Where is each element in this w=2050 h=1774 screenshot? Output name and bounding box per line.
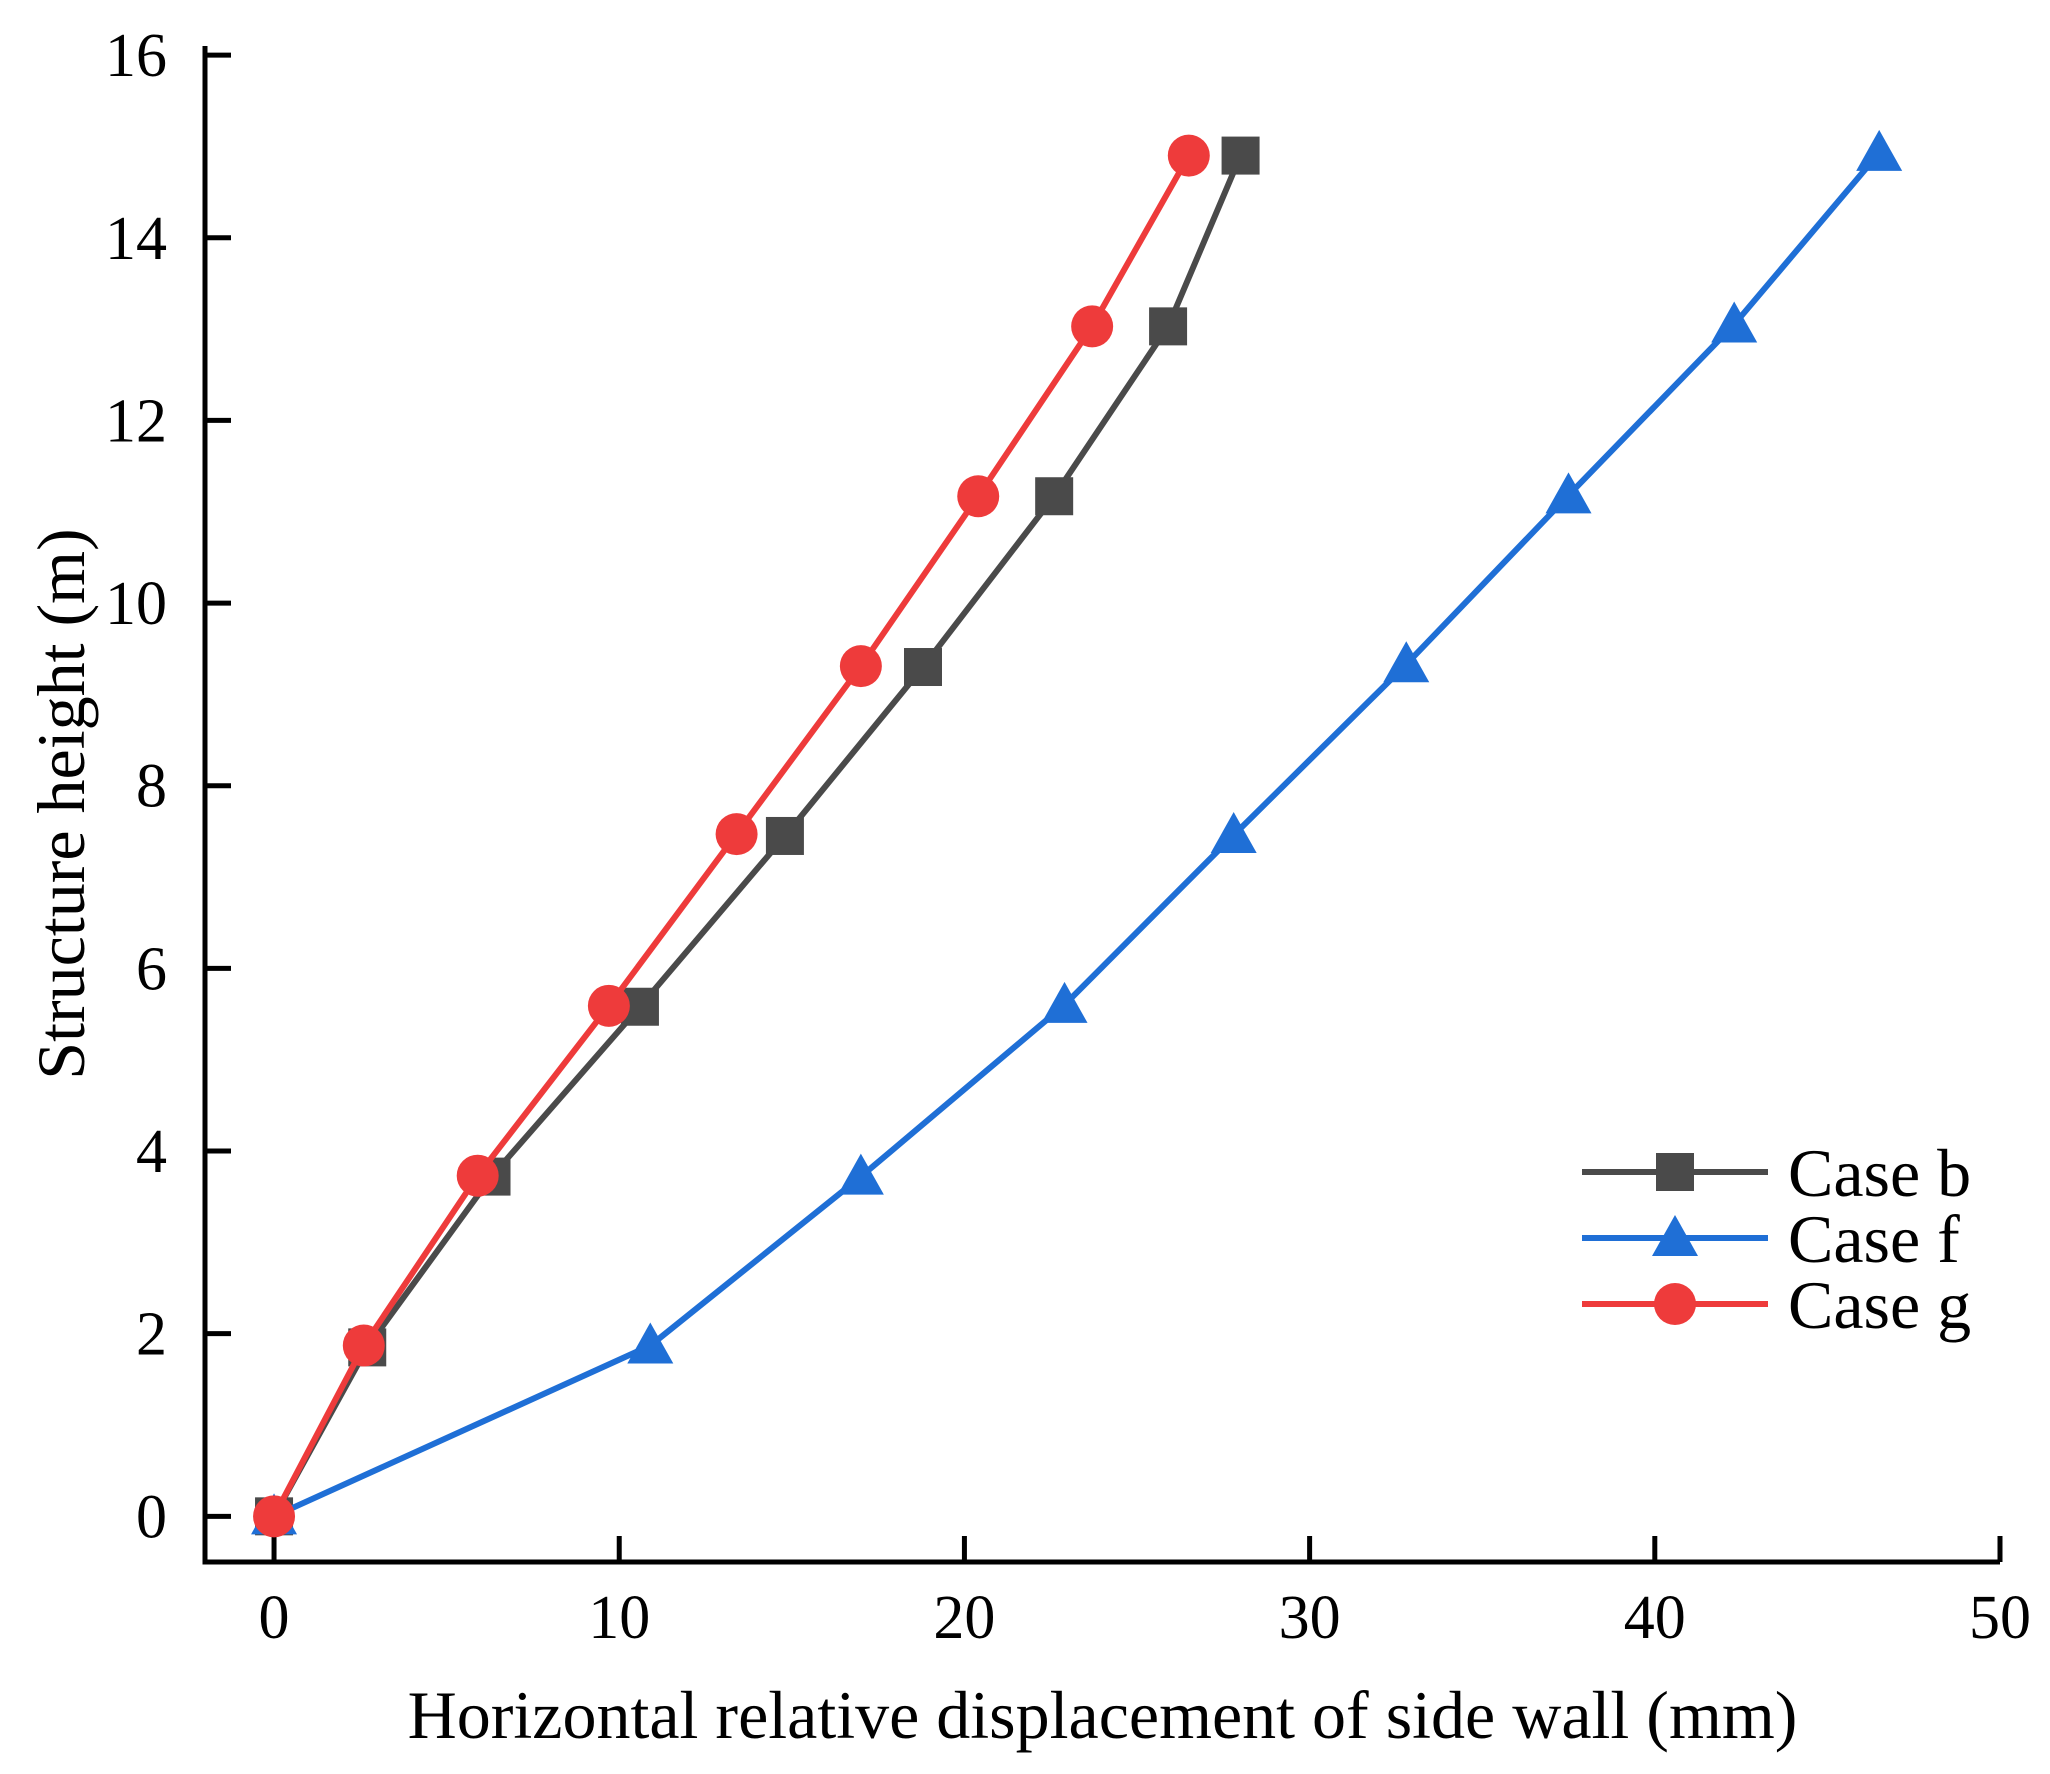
data-point-case-g (715, 813, 758, 856)
data-point-case-f (1711, 301, 1758, 343)
legend-item-case-f: Case f (1582, 1201, 1960, 1277)
x-axis-label: Horizontal relative displacement of side… (408, 1677, 1798, 1753)
data-point-case-b (904, 648, 942, 687)
data-point-case-f (1856, 129, 1903, 171)
x-tick-label: 20 (933, 1584, 995, 1652)
data-point-case-f (627, 1322, 674, 1364)
legend-label: Case g (1788, 1267, 1971, 1343)
series-case-f (251, 129, 1903, 1535)
legend-item-case-b: Case b (1582, 1135, 1971, 1211)
data-point-case-b (1221, 136, 1260, 175)
y-tick-label: 6 (136, 935, 167, 1003)
y-tick-label: 16 (105, 22, 167, 90)
legend-marker-case-f (1652, 1215, 1698, 1256)
data-point-case-f (1210, 812, 1257, 854)
y-tick-label: 0 (136, 1483, 167, 1551)
y-tick-label: 12 (105, 387, 167, 455)
data-point-case-f (1545, 472, 1592, 514)
legend-label: Case f (1788, 1201, 1960, 1277)
y-axis-label: Structure height (m) (23, 528, 99, 1079)
data-point-case-b (1035, 477, 1074, 516)
legend-marker-case-g (1654, 1283, 1696, 1325)
data-point-case-g (957, 475, 1000, 518)
y-tick-label: 2 (136, 1301, 167, 1369)
legend-item-case-g: Case g (1582, 1267, 1971, 1343)
x-tick-label: 10 (588, 1584, 650, 1652)
y-tick-label: 10 (105, 570, 167, 638)
y-tick-label: 4 (136, 1118, 167, 1186)
data-point-case-f (1383, 641, 1430, 683)
series-case-g (253, 134, 1210, 1538)
data-point-case-f (837, 1153, 884, 1195)
data-point-case-g (342, 1324, 385, 1367)
data-point-case-g (587, 984, 630, 1027)
axes: 0 10 20 30 40 50 0 2 4 6 8 10 12 14 16 (105, 22, 2031, 1652)
series-line-case-f (272, 150, 1882, 1520)
data-point-case-g (1167, 134, 1210, 177)
data-point-case-g (253, 1495, 296, 1538)
legend-label: Case b (1788, 1135, 1971, 1211)
data-point-case-b (1149, 307, 1188, 346)
x-tick-label: 30 (1279, 1584, 1341, 1652)
data-point-case-g (839, 645, 882, 688)
plot-area (251, 129, 1903, 1538)
x-tick-label: 0 (259, 1584, 290, 1652)
data-point-case-f (1041, 981, 1088, 1023)
data-point-case-b (765, 816, 804, 855)
y-tick-label: 8 (136, 753, 167, 821)
data-point-case-g (456, 1154, 499, 1197)
data-point-case-g (1071, 305, 1114, 348)
x-tick-label: 50 (1969, 1584, 2031, 1652)
legend-marker-case-b (1656, 1153, 1694, 1191)
x-tick-label: 40 (1624, 1584, 1686, 1652)
y-tick-label: 14 (105, 205, 167, 273)
